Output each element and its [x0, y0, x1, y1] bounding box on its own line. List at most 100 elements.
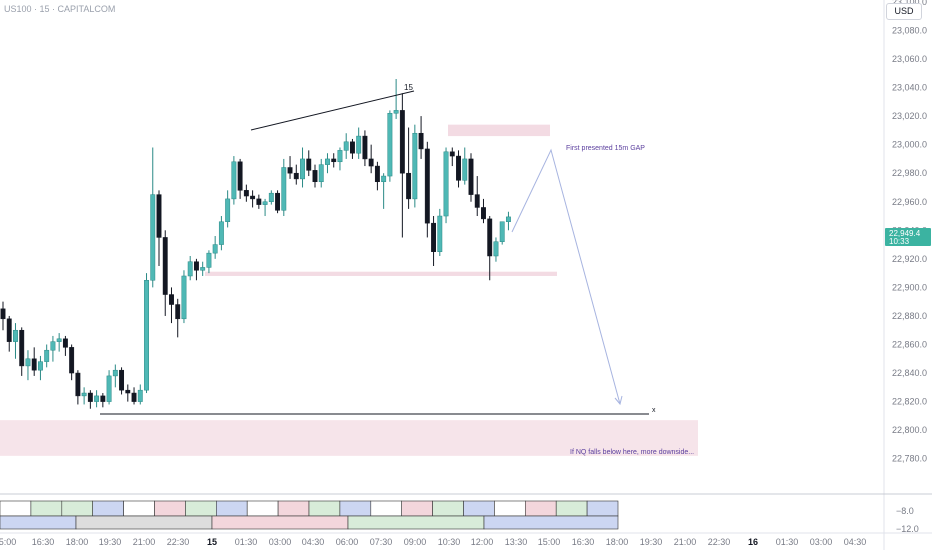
price-tick-label: 23,080.0 [892, 25, 927, 35]
candle-body [87, 392, 93, 402]
session-block [61, 500, 93, 517]
candle-body [449, 151, 455, 157]
candle-body [281, 167, 287, 211]
last-price-label: 22,949.4 [889, 229, 921, 238]
candle-body [468, 158, 474, 195]
support-zone [205, 271, 557, 276]
session-block [211, 515, 349, 530]
session-block [347, 515, 485, 530]
candle-body [169, 294, 174, 305]
candle-body [462, 158, 468, 181]
time-tick-label: 19:30 [640, 537, 663, 547]
candle-body [237, 161, 243, 191]
candle-body [325, 158, 330, 165]
last-price-badge [885, 228, 931, 246]
session-block [370, 500, 402, 517]
candle-body [119, 369, 125, 391]
indicator-tick-label: −8.0 [896, 506, 914, 516]
candle-body [81, 392, 87, 397]
downside-zone [0, 420, 698, 456]
candle-body [374, 165, 380, 183]
candle-body [37, 361, 43, 371]
session-block [216, 500, 248, 517]
candle-body [306, 158, 312, 171]
session-block [586, 500, 619, 517]
candle-body [418, 132, 424, 150]
projection-path [511, 148, 621, 405]
session-block [30, 500, 63, 517]
candle-body [331, 158, 337, 163]
session-block [483, 515, 619, 530]
candle-body [318, 164, 324, 183]
candle-body [443, 151, 449, 217]
session-block [432, 500, 464, 517]
candle-body [412, 132, 418, 200]
candle-body [56, 338, 62, 342]
session-block [524, 500, 557, 517]
time-tick-label: 01:30 [776, 537, 799, 547]
time-tick-label: 21:00 [133, 537, 156, 547]
indicator-tick-label: −12.0 [896, 524, 919, 534]
time-tick-label: 15:00 [538, 537, 561, 547]
session-block [463, 500, 495, 517]
session-block [555, 500, 588, 517]
time-tick-label: 04:30 [302, 537, 325, 547]
time-tick-label: 22:30 [167, 537, 190, 547]
candle-body [218, 221, 224, 245]
time-tick-label: 16:30 [572, 537, 595, 547]
time-tick-label: 16 [748, 537, 758, 547]
candle-body [493, 241, 499, 257]
candle-body [356, 135, 362, 154]
candle-body [481, 207, 486, 220]
session-block [401, 500, 433, 517]
currency-button[interactable]: USD [886, 3, 922, 20]
candle-body [368, 158, 374, 167]
indicator-panel [0, 500, 619, 530]
candle-body [131, 392, 137, 402]
candle-body [243, 190, 249, 197]
candle-body [100, 395, 106, 402]
countdown-label: 10:33 [889, 237, 910, 246]
time-tick-label: 07:30 [370, 537, 393, 547]
trendline [250, 90, 415, 131]
time-tick-label: 10:30 [438, 537, 461, 547]
price-tick-label: 22,820.0 [892, 397, 927, 407]
price-tick-label: 22,980.0 [892, 168, 927, 178]
time-tick-label: 19:30 [99, 537, 122, 547]
candle-body [187, 261, 193, 277]
candle-body [349, 141, 355, 154]
session-block [246, 500, 279, 517]
time-tick-label: 06:00 [336, 537, 359, 547]
candle-body [312, 170, 318, 183]
time-tick-label: 15:00 [0, 537, 16, 547]
time-tick-label: 21:00 [674, 537, 697, 547]
price-tick-label: 23,040.0 [892, 83, 927, 93]
candle-body [0, 308, 6, 320]
candle-body [393, 110, 399, 114]
candle-body [437, 215, 443, 252]
candle-body [406, 172, 412, 200]
candle-body [106, 375, 112, 402]
candle-body [456, 155, 461, 181]
candle-body [31, 358, 37, 371]
candle-body [225, 198, 231, 222]
price-tick-label: 23,020.0 [892, 111, 927, 121]
candle-body [25, 358, 31, 367]
session-block [494, 500, 526, 517]
candle-body [362, 135, 368, 160]
candle-body [50, 341, 56, 351]
price-tick-label: 22,880.0 [892, 311, 927, 321]
time-tick-label: 22:30 [708, 537, 731, 547]
candle-body [175, 304, 181, 320]
candle-body [162, 237, 168, 295]
price-tick-label: 23,060.0 [892, 54, 927, 64]
price-tick-label: 22,800.0 [892, 425, 927, 435]
gap-zone [448, 124, 550, 137]
candle-body [200, 267, 206, 271]
session-block [339, 500, 372, 517]
candle-body [69, 347, 75, 374]
candle-body [499, 221, 505, 242]
candle-body [337, 150, 343, 163]
